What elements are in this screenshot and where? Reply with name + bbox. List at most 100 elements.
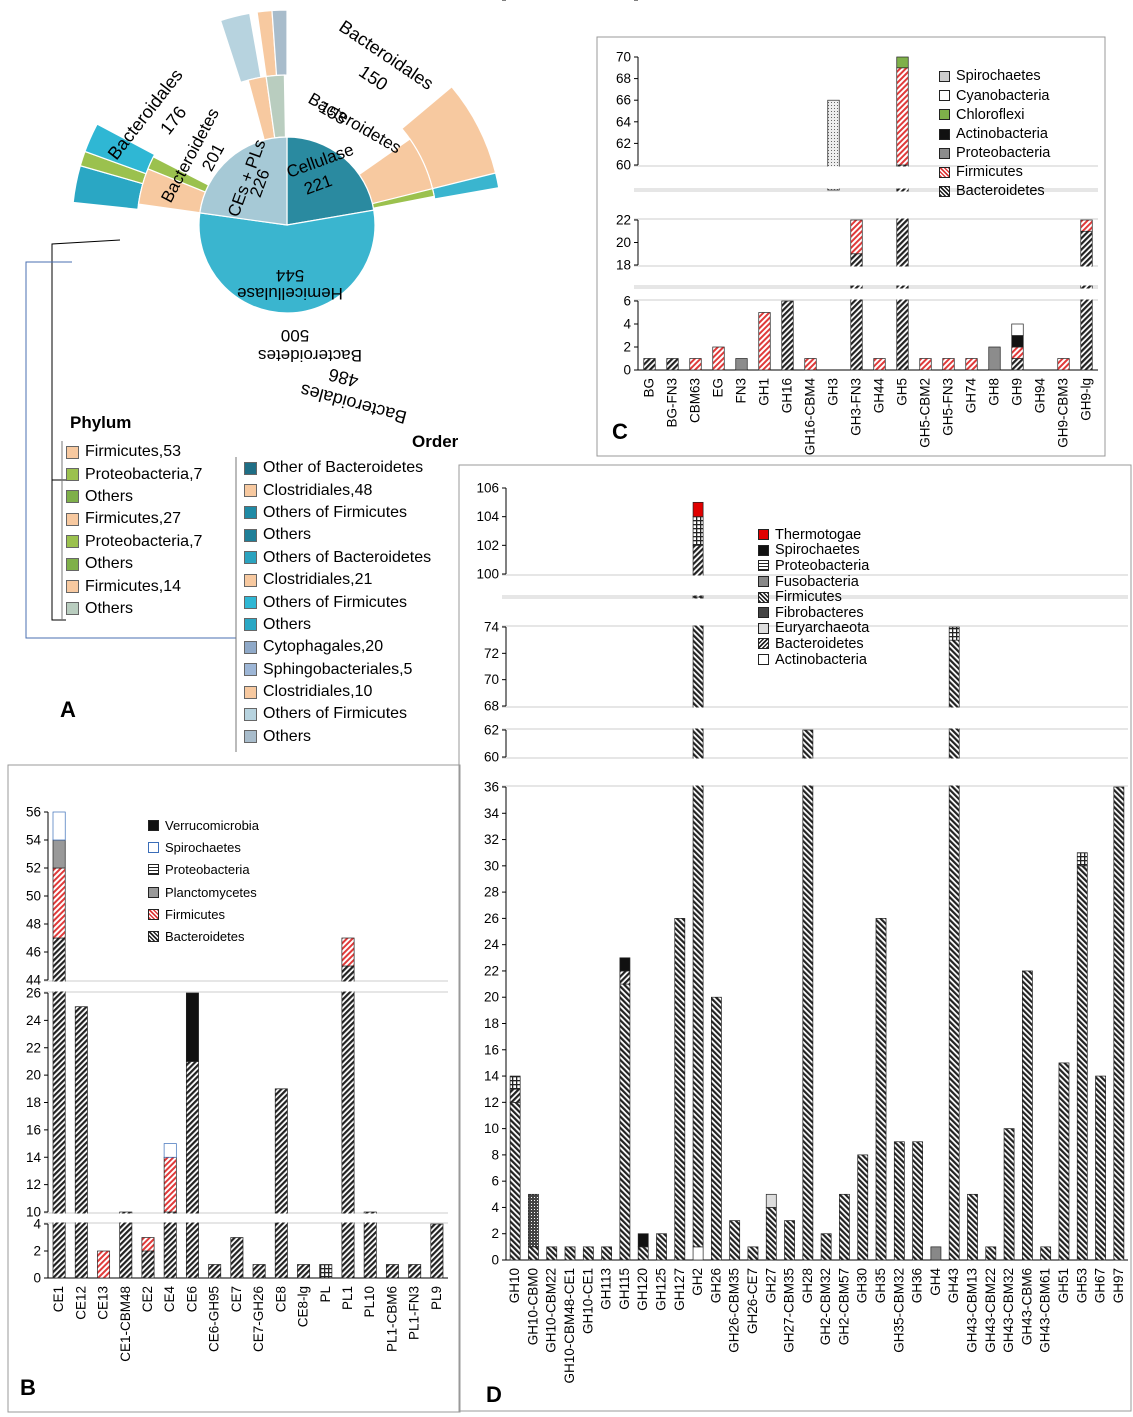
value-mid-2: 500: [281, 326, 309, 345]
bar-B-firmicutes: [141, 1237, 155, 1252]
y-tick-label: 26: [26, 986, 41, 1001]
bar-B-firmicutes: [52, 867, 66, 939]
axis-gap: [635, 191, 1098, 219]
phylum-legend: Firmicutes,53 Proteobacteria,7 Others Firmi…: [66, 441, 202, 620]
x-tick-label: GH9: [1010, 378, 1025, 406]
bar-C-actinobacteria: [1011, 335, 1024, 348]
y-tick-label: 12: [26, 1177, 41, 1192]
x-tick-label: CE7-GH26: [251, 1286, 266, 1352]
x-tick-label: CE6-GH95: [207, 1286, 222, 1352]
bar-D-bacteroidetes: [528, 1246, 539, 1261]
y-tick-label: 22: [484, 963, 499, 978]
legend-label: Proteobacteria: [775, 557, 870, 574]
y-tick-label: 22: [26, 1040, 41, 1055]
y-tick-label: 74: [484, 620, 500, 635]
y-tick-label: 62: [616, 136, 631, 151]
x-tick-label: GH10: [507, 1268, 522, 1303]
bar-B-bacteroidetes: [430, 1223, 444, 1279]
legend-entry: Clostridiales,10: [244, 681, 431, 703]
legend-swatch: [758, 607, 769, 619]
legend-swatch: [66, 445, 79, 459]
bar-B-spirochaetes: [52, 811, 66, 841]
x-tick-label: CE6: [184, 1286, 199, 1312]
bar-D-bacteroidetes: [765, 1207, 777, 1261]
bar-D-bacteroidetes: [711, 996, 722, 1261]
bar-C-bacteroidetes: [666, 358, 679, 371]
legend-entry: Proteobacteria: [758, 558, 869, 574]
bar-C-bacteroidetes: [781, 300, 794, 371]
legend-entry: Clostridiales,48: [244, 479, 431, 501]
legend-entry: Others: [244, 524, 431, 546]
bar-D-bacteroidetes: [619, 983, 631, 1261]
x-tick-label: GH125: [654, 1268, 669, 1311]
legend-entry: Clostridiales,21: [244, 569, 431, 591]
order-heading: Order: [412, 432, 459, 451]
legend-swatch: [244, 596, 257, 610]
legend-swatch: [758, 622, 769, 634]
x-tick-label: GH43-CBM61: [1038, 1268, 1053, 1353]
y-tick-label: 24: [26, 1013, 42, 1028]
axis-gap: [635, 166, 1098, 189]
legend-b: Verrucomicrobia Spirochaetes Proteobacteri…: [148, 814, 259, 948]
legend-label: Sphingobacteriales,5: [263, 660, 413, 678]
legend-entry: Fusobacteria: [758, 574, 869, 590]
bar-B-bacteroidetes: [252, 1264, 266, 1279]
y-tick-label: 18: [484, 1016, 499, 1031]
legend-entry: Sphingobacteriales,5: [244, 659, 431, 681]
legend-label: Actinobacteria: [956, 125, 1048, 142]
legend-label: Others of Bacteroidetes: [263, 548, 432, 566]
x-tick-label: GH120: [635, 1268, 650, 1311]
bar-C-bacteroidetes: [643, 358, 656, 371]
bar-D-bacteroidetes: [912, 1141, 923, 1261]
x-tick-label: GH115: [617, 1268, 632, 1310]
legend-entry: Proteobacteria: [939, 144, 1050, 163]
x-tick-label: FN3: [734, 378, 749, 404]
y-tick-label: 4: [33, 1217, 41, 1232]
y-tick-label: 4: [491, 1200, 499, 1215]
legend-swatch: [66, 580, 79, 594]
x-tick-label: GH43-CBM32: [1001, 1268, 1016, 1353]
y-tick-label: 22: [616, 213, 631, 228]
legend-swatch: [148, 886, 159, 898]
y-tick-label: 68: [484, 699, 499, 714]
x-tick-label: GH10-CBM0: [525, 1268, 540, 1345]
x-tick-label: GH1: [757, 378, 772, 406]
legend-label: Others of Firmicutes: [263, 593, 408, 611]
x-tick-label: GH51: [1056, 1268, 1071, 1303]
x-tick-label: CE12: [73, 1286, 88, 1320]
legend-swatch: [939, 186, 950, 198]
bar-D-bacteroidetes: [1058, 1062, 1070, 1261]
legend-entry: Others: [66, 553, 202, 575]
bar-C-firmicutes: [919, 358, 932, 371]
bar-C-bacteroidetes: [1011, 358, 1024, 371]
legend-swatch: [758, 654, 769, 666]
y-tick-label: 70: [484, 672, 499, 687]
legend-swatch: [758, 576, 769, 588]
y-tick-label: 66: [616, 93, 631, 108]
bar-D-bacteroidetes: [857, 1154, 869, 1261]
x-tick-label: GH10-CBM22: [544, 1268, 559, 1353]
bar-D-firmicutes: [509, 1088, 521, 1103]
bar-D-spirochaetes: [637, 1233, 649, 1248]
y-tick-label: 6: [623, 294, 631, 309]
axis-gap: [503, 575, 1128, 596]
x-tick-label: PL10: [362, 1286, 377, 1318]
legend-swatch: [66, 512, 79, 526]
bar-C-bacteroidetes: [1080, 230, 1093, 371]
x-tick-label: GH9-lg: [1079, 378, 1094, 421]
axis-gap: [635, 288, 1098, 300]
y-tick-label: 16: [26, 1122, 41, 1137]
legend-label: Proteobacteria: [956, 145, 1051, 162]
legend-swatch: [244, 551, 257, 565]
y-tick-label: 20: [616, 235, 631, 250]
legend-label: Firmicutes: [165, 906, 225, 922]
legend-label: Others: [263, 615, 312, 633]
chart-frame-B: [7, 764, 461, 1413]
y-tick-label: 44: [616, 0, 632, 3]
x-tick-label: PL9: [429, 1286, 444, 1310]
y-tick-label: 2: [623, 340, 631, 355]
inner-slice-cellulase: [286, 136, 375, 226]
legend-label: Bacteroidetes: [165, 929, 245, 945]
inner-slice-hemicellulase: [198, 209, 376, 314]
bar-C-firmicutes: [965, 358, 978, 371]
